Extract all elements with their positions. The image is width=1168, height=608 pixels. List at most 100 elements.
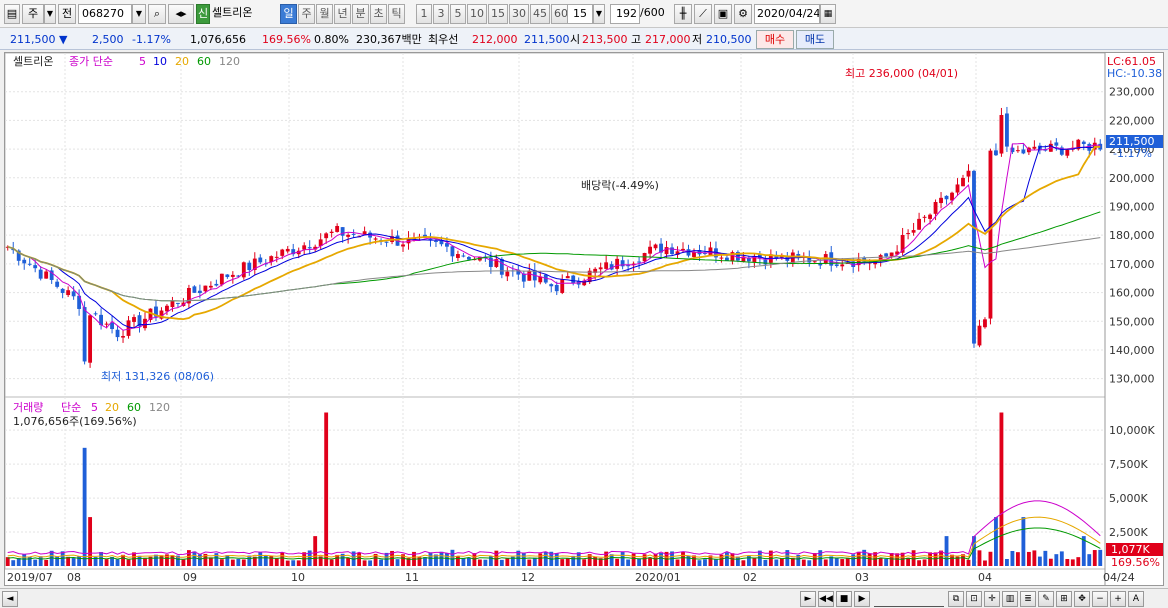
scrollbar[interactable]: ◄ ► ◀◀ ■ ▶ ⧉ ⊡ ✛ ▥ ≣ ✎ ⊞ ✥ − + A <box>0 588 1168 608</box>
period-tab-5[interactable]: 초 <box>370 4 387 24</box>
candle-body <box>148 308 153 320</box>
period-tab-0[interactable]: 일 <box>280 4 297 24</box>
play-icon[interactable]: ▶ <box>854 591 870 607</box>
candle-body <box>763 259 768 265</box>
count-input[interactable]: 192 <box>610 4 640 24</box>
volume-bar <box>115 559 120 566</box>
scroll-right-button[interactable]: ► <box>800 591 816 607</box>
volume-bar <box>735 556 740 566</box>
candle-body <box>1010 147 1015 153</box>
volume-bar <box>823 559 828 566</box>
sound-icon[interactable]: ◂▸ <box>168 4 194 24</box>
type-select[interactable]: 주 <box>22 4 44 24</box>
high-price: 217,000 <box>645 33 691 46</box>
zoom-slider[interactable] <box>874 591 944 607</box>
period-tab-3[interactable]: 년 <box>334 4 351 24</box>
list-icon[interactable]: ≣ <box>1020 591 1036 607</box>
chart-icon[interactable]: ▥ <box>1002 591 1018 607</box>
interval-button-30[interactable]: 30 <box>509 4 529 24</box>
interval-button-5[interactable]: 5 <box>450 4 466 24</box>
candle-body <box>280 249 285 256</box>
gear-icon[interactable]: ⚙ <box>734 4 752 24</box>
candle-body <box>192 286 197 293</box>
candle-body <box>456 254 460 258</box>
volume-tick-label: 10,000K <box>1109 424 1155 437</box>
volume-bar <box>950 554 954 566</box>
calendar-icon[interactable]: ▦ <box>820 4 836 24</box>
stock-code-input[interactable]: 068270 <box>78 4 132 24</box>
interval-button-10[interactable]: 10 <box>467 4 487 24</box>
date-tick-label: 08 <box>67 571 81 584</box>
volume-bar <box>972 536 976 566</box>
candle-body <box>895 251 900 255</box>
candle-type-icon[interactable]: ╫ <box>674 4 692 24</box>
line-type-icon[interactable]: ⟋ <box>694 4 712 24</box>
interval-button-3[interactable]: 3 <box>433 4 449 24</box>
date-tick-label: 09 <box>183 571 197 584</box>
interval-button-15[interactable]: 15 <box>488 4 508 24</box>
stock-chart[interactable]: 130,000 140,000 150,000 160,000 170,000 180,0… <box>4 52 1164 585</box>
zoom-out-icon[interactable]: − <box>1092 591 1108 607</box>
volume-bar <box>867 553 872 566</box>
candle-body <box>999 115 1004 154</box>
fit-icon[interactable]: ⊡ <box>966 591 982 607</box>
window-menu-icon[interactable]: ▤ <box>4 4 20 24</box>
sell-button[interactable]: 매도 <box>796 30 834 49</box>
buy-button[interactable]: 매수 <box>756 30 794 49</box>
interval-button-45[interactable]: 45 <box>530 4 550 24</box>
copy-icon[interactable]: ⧉ <box>948 591 964 607</box>
draw-icon[interactable]: ✎ <box>1038 591 1054 607</box>
search-icon[interactable]: ⌕ <box>148 4 166 24</box>
candle-body <box>439 240 444 245</box>
candle-body <box>176 302 180 304</box>
last-price-box <box>1106 135 1164 148</box>
volume-bar <box>988 551 993 566</box>
rewind-icon[interactable]: ◀◀ <box>818 591 834 607</box>
grid-icon[interactable]: ⊞ <box>1056 591 1072 607</box>
pan-icon[interactable]: ✥ <box>1074 591 1090 607</box>
volume-bar <box>637 558 642 566</box>
code-dropdown-icon[interactable]: ▼ <box>132 4 146 24</box>
volume-bar <box>642 554 647 566</box>
interval-button-1[interactable]: 1 <box>416 4 432 24</box>
chart-area[interactable]: 130,000 140,000 150,000 160,000 170,000 180,0… <box>4 52 1164 586</box>
candle-body <box>346 234 351 237</box>
scroll-left-button[interactable]: ◄ <box>2 591 18 607</box>
period-tab-6[interactable]: 틱 <box>388 4 405 24</box>
interval-dropdown-icon[interactable]: ▼ <box>593 4 605 24</box>
stop-icon[interactable]: ■ <box>836 591 852 607</box>
volume-bar <box>538 553 543 566</box>
volume-bar <box>615 558 620 566</box>
period-tab-1[interactable]: 주 <box>298 4 315 24</box>
chevron-down-icon[interactable]: ▼ <box>44 4 56 24</box>
zoom-in-icon[interactable]: + <box>1110 591 1126 607</box>
save-icon[interactable]: ▣ <box>714 4 732 24</box>
text-size-icon[interactable]: A <box>1128 591 1144 607</box>
dividend-annotation: 배당락(-4.49%) <box>581 179 659 192</box>
best-bid: 211,500 <box>524 33 570 46</box>
last-change-label: -1.17% <box>1113 147 1152 160</box>
volume-bar <box>401 554 405 566</box>
candle-body <box>725 257 729 261</box>
volume-bar <box>955 556 960 566</box>
period-tab-2[interactable]: 월 <box>316 4 333 24</box>
volume-bar <box>565 558 570 566</box>
candle-body <box>659 243 663 253</box>
volume-bar <box>434 554 438 566</box>
period-tab-4[interactable]: 분 <box>352 4 369 24</box>
volume-bar <box>631 553 636 566</box>
candle-body <box>582 280 587 286</box>
crosshair-icon[interactable]: ✛ <box>984 591 1000 607</box>
volume-bar <box>186 550 191 566</box>
candle-body <box>933 202 938 214</box>
candle-body <box>944 195 949 200</box>
date-input[interactable]: 2020/04/24 <box>754 4 820 24</box>
volume-bar <box>225 555 230 566</box>
mode-button[interactable]: 전 <box>58 4 76 24</box>
candle-body <box>911 230 916 233</box>
interval-select[interactable]: 15 <box>567 4 593 24</box>
candle-body <box>664 247 669 255</box>
candle-body <box>494 259 499 267</box>
candle-body <box>384 241 389 243</box>
volume-bar <box>291 560 296 566</box>
